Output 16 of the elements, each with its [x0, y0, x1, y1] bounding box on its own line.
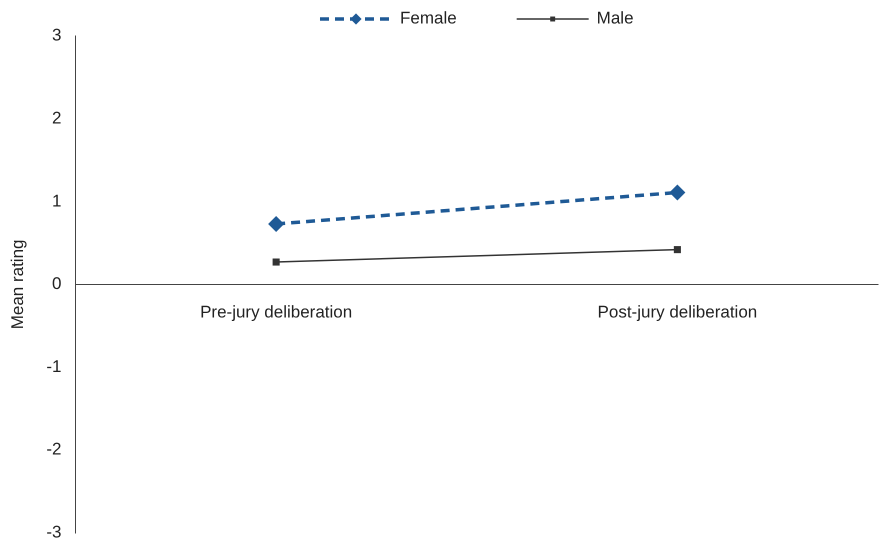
y-tick-label: -3: [46, 522, 62, 542]
point: [674, 246, 681, 254]
legend-label: Male: [596, 8, 634, 28]
y-tick-label: -1: [46, 356, 62, 376]
x-tick-label: Pre-jury deliberation: [200, 302, 352, 322]
point: [268, 216, 284, 232]
y-tick-label: 0: [52, 274, 62, 294]
x-tick-label: Post-jury deliberation: [598, 302, 758, 322]
y-tick-label: 2: [52, 108, 62, 128]
y-axis-title: Mean rating: [8, 240, 27, 330]
legend-label: Female: [400, 8, 457, 28]
y-tick-label: -2: [46, 440, 62, 459]
y-tick-label: 1: [52, 191, 62, 210]
y-tick-label: 3: [52, 26, 62, 45]
point: [272, 258, 280, 266]
point: [669, 184, 686, 200]
